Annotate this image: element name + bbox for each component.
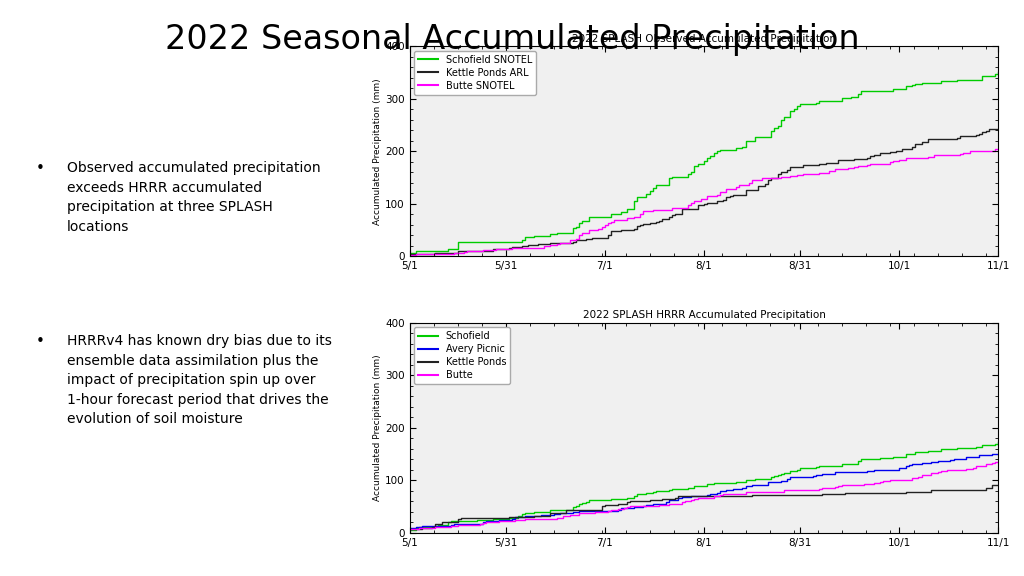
- Text: 2022 Seasonal Accumulated Precipitation: 2022 Seasonal Accumulated Precipitation: [165, 23, 859, 56]
- Y-axis label: Accumulated Precipitation (mm): Accumulated Precipitation (mm): [374, 78, 382, 225]
- Text: HRRRv4 has known dry bias due to its
ensemble data assimilation plus the
impact : HRRRv4 has known dry bias due to its ens…: [67, 334, 332, 426]
- Text: •: •: [36, 161, 45, 176]
- Text: •: •: [36, 334, 45, 349]
- Y-axis label: Accumulated Precipitation (mm): Accumulated Precipitation (mm): [374, 354, 382, 501]
- Legend: Schofield SNOTEL, Kettle Ponds ARL, Butte SNOTEL: Schofield SNOTEL, Kettle Ponds ARL, Butt…: [415, 51, 536, 94]
- Legend: Schofield, Avery Picnic, Kettle Ponds, Butte: Schofield, Avery Picnic, Kettle Ponds, B…: [415, 327, 510, 384]
- Title: 2022 SPLASH HRRR Accumulated Precipitation: 2022 SPLASH HRRR Accumulated Precipitati…: [583, 310, 825, 320]
- Title: 2022 SPLASH Observed Accumulated Precipitation: 2022 SPLASH Observed Accumulated Precipi…: [572, 34, 836, 44]
- Text: Observed accumulated precipitation
exceeds HRRR accumulated
precipitation at thr: Observed accumulated precipitation excee…: [67, 161, 321, 234]
